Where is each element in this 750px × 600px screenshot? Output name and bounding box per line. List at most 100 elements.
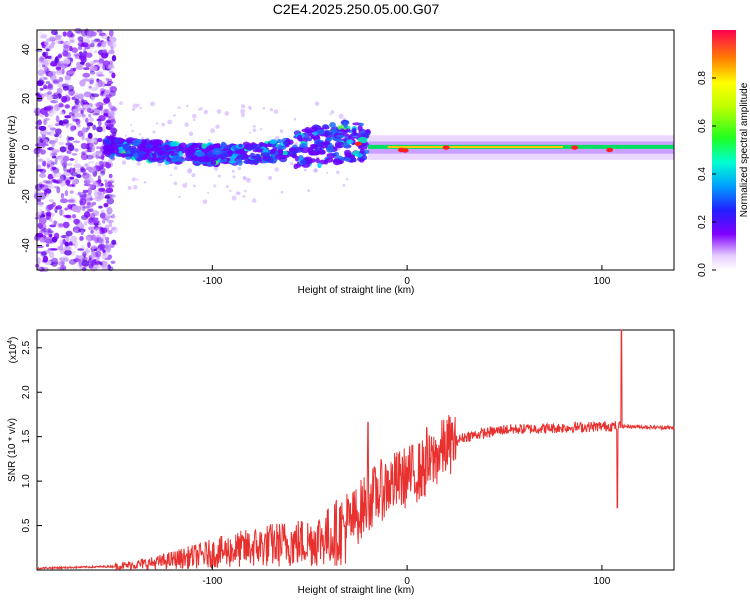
spec-noise-dot bbox=[80, 29, 88, 37]
spec-noise-dot bbox=[82, 127, 86, 135]
spec-noise-dot bbox=[45, 211, 52, 217]
spec-x-tick-label: 100 bbox=[594, 276, 611, 287]
spec-noise-dot bbox=[59, 111, 64, 116]
spec-faint-dot bbox=[303, 168, 307, 172]
snr-multiplier-close: ) bbox=[8, 337, 19, 340]
spec-noise-dot bbox=[108, 36, 117, 43]
spec-faint-dot bbox=[191, 173, 196, 178]
spec-noise-dot bbox=[110, 107, 118, 112]
spec-noise-dot bbox=[90, 229, 94, 234]
spec-ridge-blob bbox=[169, 141, 178, 147]
spec-ridge-blob bbox=[249, 152, 256, 157]
spec-ridge-blob bbox=[170, 156, 179, 163]
colorbar-ticks: 0.0 0.2 0.4 0.6 0.8 bbox=[697, 71, 716, 277]
spec-peak-dot bbox=[606, 147, 614, 153]
spec-noise-dot bbox=[100, 237, 105, 245]
spec-noise-dot bbox=[101, 255, 107, 260]
spec-noise-dot bbox=[104, 196, 111, 199]
spec-noise-dot bbox=[75, 92, 79, 96]
spec-noise-dot bbox=[101, 266, 110, 271]
spec-noise-dot bbox=[86, 125, 91, 130]
spec-noise-dot bbox=[39, 31, 43, 36]
spec-ridge-blob bbox=[176, 158, 186, 163]
spec-faint-dot bbox=[273, 109, 279, 114]
spec-noise-dot bbox=[71, 47, 78, 54]
spec-noise-dot bbox=[43, 118, 47, 126]
spec-noise-dot bbox=[102, 249, 106, 253]
spec-noise-dot bbox=[49, 160, 53, 164]
snr-y-tick-label: 1.5 bbox=[21, 429, 32, 443]
spec-peak-dot bbox=[401, 148, 409, 153]
spec-faint-dot bbox=[274, 167, 279, 172]
spec-noise-dot bbox=[36, 142, 42, 149]
spec-faint-dot bbox=[127, 185, 132, 190]
spec-y-tick-label: 0 bbox=[21, 144, 32, 150]
spec-noise-dot bbox=[48, 71, 54, 77]
spec-noise-dot bbox=[89, 117, 94, 122]
spec-faint-dot bbox=[170, 174, 173, 177]
spec-noise-dot bbox=[62, 31, 67, 37]
colorbar-gradient bbox=[712, 30, 736, 270]
spec-noise-dot bbox=[105, 94, 112, 99]
spec-noise-dot bbox=[111, 226, 119, 234]
spec-ridge-blob bbox=[144, 147, 150, 154]
spec-faint-dot bbox=[197, 108, 201, 111]
spec-ridge-blob bbox=[247, 146, 255, 151]
spec-noise-dot bbox=[47, 124, 53, 129]
spec-ridge-blob bbox=[266, 157, 274, 164]
spec-noise-dot bbox=[38, 57, 45, 64]
spec-faint-dot bbox=[121, 160, 127, 165]
spec-faint-dot bbox=[329, 113, 332, 116]
spec-faint-dot bbox=[231, 195, 237, 201]
spec-noise-dot bbox=[82, 51, 87, 57]
spec-noise-dot bbox=[45, 243, 50, 247]
spec-y-tick-label: 40 bbox=[21, 44, 32, 56]
spec-noise-dot bbox=[102, 81, 106, 88]
spec-noise-dot bbox=[46, 55, 52, 59]
spec-noise-dot bbox=[41, 141, 46, 149]
spec-faint-dot bbox=[313, 168, 318, 173]
spec-noise-dot bbox=[105, 212, 112, 220]
spec-noise-dot bbox=[109, 41, 114, 48]
spec-noise-dot bbox=[62, 50, 69, 57]
spec-noise-dot bbox=[100, 212, 106, 219]
spec-noise-dot bbox=[102, 60, 111, 68]
spec-ridge-blob bbox=[125, 156, 132, 160]
spec-ridge-blob bbox=[344, 152, 352, 158]
snr-multiplier-base: (x10 bbox=[8, 343, 19, 363]
snr-x-tick-label: -100 bbox=[202, 576, 222, 587]
snr-y-multiplier: (x104) bbox=[7, 337, 19, 364]
spectrogram-y-label: Frequency (Hz) bbox=[7, 116, 18, 185]
spec-noise-dot bbox=[68, 37, 76, 43]
spec-noise-dot bbox=[101, 34, 109, 40]
spec-noise-dot bbox=[69, 190, 74, 194]
spec-noise-dot bbox=[100, 109, 104, 114]
spec-noise-dot bbox=[98, 160, 104, 165]
spec-noise-dot bbox=[82, 114, 87, 120]
snr-x-ticks: -100 0 100 bbox=[202, 565, 611, 587]
spec-noise-dot bbox=[88, 113, 92, 118]
spec-ridge-blob bbox=[352, 130, 357, 136]
spec-noise-dot bbox=[43, 59, 49, 66]
spec-ridge-blob bbox=[219, 158, 228, 163]
spec-noise-dot bbox=[82, 72, 91, 78]
spec-noise-dot bbox=[102, 125, 106, 133]
snr-y-tick-label: 1.0 bbox=[21, 474, 32, 488]
spec-noise-dot bbox=[100, 170, 106, 176]
spec-noise-dot bbox=[96, 237, 104, 244]
spec-ridge-blob bbox=[352, 158, 357, 163]
spec-noise-dot bbox=[72, 167, 76, 173]
spec-noise-dot bbox=[45, 204, 52, 212]
spec-noise-dot bbox=[52, 79, 60, 85]
spec-noise-dot bbox=[88, 226, 96, 231]
spec-noise-dot bbox=[102, 233, 106, 239]
spec-noise-dot bbox=[40, 228, 49, 232]
spec-noise-dot bbox=[51, 220, 60, 225]
spec-ridge-blob bbox=[329, 121, 336, 128]
snr-multiplier-exp: 4 bbox=[7, 340, 14, 344]
spec-noise-dot bbox=[85, 247, 89, 254]
spec-noise-dot bbox=[43, 180, 52, 184]
spec-noise-dot bbox=[55, 128, 62, 135]
spec-noise-dot bbox=[66, 169, 71, 173]
spec-faint-dot bbox=[136, 161, 141, 166]
